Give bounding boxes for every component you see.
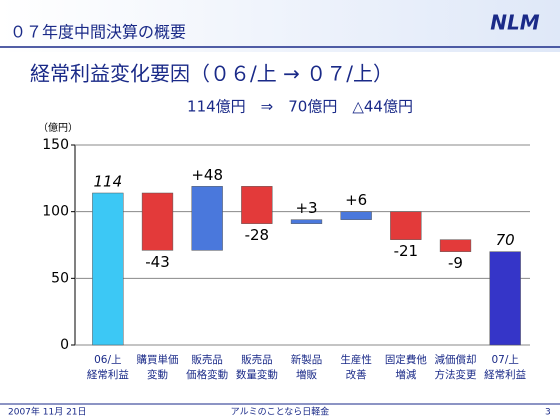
value-label: -21 xyxy=(394,242,419,260)
chart-title: 経常利益変化要因（０６/上 → ０７/上） xyxy=(30,62,393,86)
x-tick-label: 購買単価 xyxy=(137,353,179,366)
y-tick-label: 100 xyxy=(42,204,69,220)
bar xyxy=(489,251,521,346)
y-tick-label: 150 xyxy=(42,137,69,153)
x-tick-label: 減価償却 xyxy=(435,353,477,366)
bar xyxy=(241,186,273,224)
x-tick-label: 価格変動 xyxy=(186,368,228,381)
bar xyxy=(290,219,323,224)
y-tick-label: 0 xyxy=(60,337,69,353)
plot: 05010015011406/上経常利益-43購買単価変動+48販売品価格変動-… xyxy=(42,137,530,381)
x-tick-label: 06/上 xyxy=(94,354,121,366)
bar xyxy=(141,192,174,251)
x-tick-label: 変動 xyxy=(147,368,168,381)
bar xyxy=(390,211,422,240)
logo: NLM xyxy=(490,11,539,35)
bar xyxy=(191,186,223,251)
x-tick-label: 生産性 xyxy=(340,353,372,366)
footer-date: 2007年 11月 21日 xyxy=(8,406,87,418)
x-tick-label: 数量変動 xyxy=(236,368,278,381)
x-tick-label: 方法変更 xyxy=(435,368,477,381)
value-label: 114 xyxy=(94,173,123,191)
value-label: -43 xyxy=(145,253,170,271)
bar xyxy=(439,239,472,252)
value-label: -9 xyxy=(448,254,463,272)
value-label: +48 xyxy=(191,166,223,184)
x-tick-label: 07/上 xyxy=(491,354,518,366)
y-tick-label: 50 xyxy=(51,270,69,286)
x-tick-label: 経常利益 xyxy=(87,368,129,381)
value-label: -28 xyxy=(245,226,270,244)
bar xyxy=(340,211,372,220)
x-tick-label: 販売品 xyxy=(191,353,223,366)
x-tick-label: 新製品 xyxy=(291,353,323,366)
value-label: 70 xyxy=(496,231,515,249)
x-tick-label: 販売品 xyxy=(241,353,273,366)
x-tick-label: 増減 xyxy=(395,368,416,381)
x-tick-label: 固定費他 xyxy=(385,353,427,366)
x-tick-label: 改善 xyxy=(346,368,367,381)
header-band xyxy=(0,0,560,52)
value-label: +3 xyxy=(295,199,317,217)
header-title: ０７年度中間決算の概要 xyxy=(10,23,186,42)
x-tick-label: 増販 xyxy=(296,368,317,381)
page-number: 3 xyxy=(545,408,551,418)
y-unit: （億円） xyxy=(38,121,78,134)
footer-slogan: アルミのことなら日軽金 xyxy=(231,406,330,418)
chart-subtitle: 114億円 ⇒ 70億円 △44億円 xyxy=(187,98,413,116)
bar xyxy=(92,192,124,346)
value-label: +6 xyxy=(345,191,367,209)
x-tick-label: 経常利益 xyxy=(484,368,526,381)
